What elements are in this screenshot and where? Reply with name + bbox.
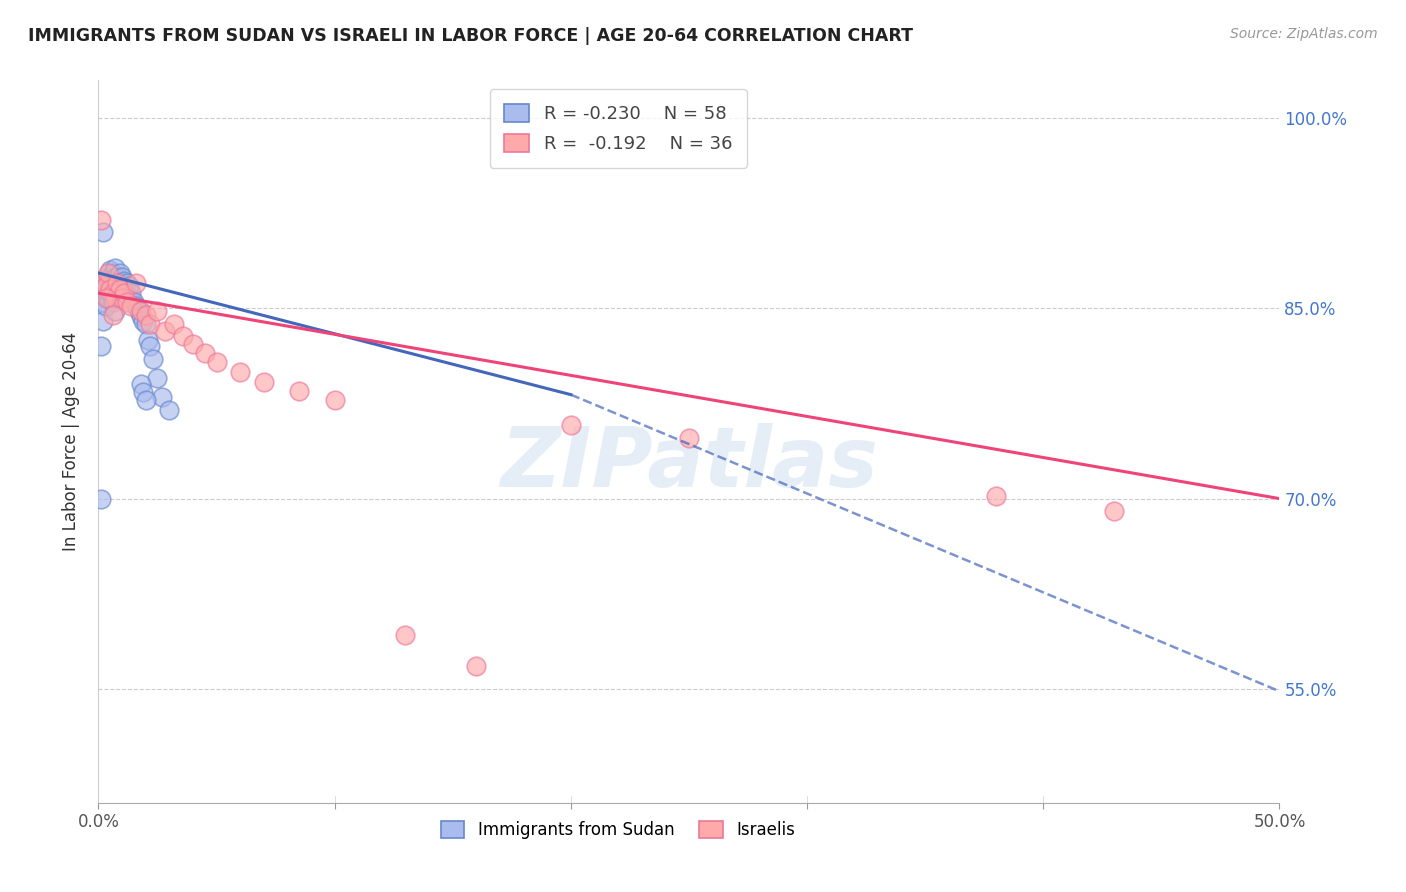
Point	[101, 308, 124, 322]
Point	[135, 392, 157, 407]
Point	[90, 491, 112, 506]
Legend: Immigrants from Sudan, Israelis: Immigrants from Sudan, Israelis	[427, 807, 808, 852]
Point	[132, 385, 155, 400]
Point	[97, 276, 120, 290]
Point	[94, 278, 117, 293]
Point	[157, 402, 180, 417]
Point	[139, 339, 162, 353]
Point	[560, 418, 582, 433]
Point	[129, 304, 152, 318]
Point	[111, 286, 134, 301]
Point	[128, 304, 150, 318]
Text: IMMIGRANTS FROM SUDAN VS ISRAELI IN LABOR FORCE | AGE 20-64 CORRELATION CHART: IMMIGRANTS FROM SUDAN VS ISRAELI IN LABO…	[28, 27, 912, 45]
Point	[105, 276, 128, 290]
Point	[125, 299, 148, 313]
Point	[122, 295, 145, 310]
Point	[121, 299, 143, 313]
Point	[91, 314, 114, 328]
Point	[94, 299, 117, 313]
Point	[323, 392, 346, 407]
Point	[129, 377, 152, 392]
Point	[181, 337, 204, 351]
Point	[163, 317, 186, 331]
Point	[104, 276, 127, 290]
Point	[108, 276, 131, 290]
Point	[97, 282, 120, 296]
Point	[112, 286, 135, 301]
Y-axis label: In Labor Force | Age 20-64: In Labor Force | Age 20-64	[62, 332, 80, 551]
Point	[104, 289, 127, 303]
Point	[121, 286, 143, 301]
Point	[984, 489, 1007, 503]
Point	[150, 390, 173, 404]
Point	[101, 291, 124, 305]
Point	[104, 291, 127, 305]
Point	[136, 333, 159, 347]
Point	[678, 431, 700, 445]
Point	[98, 278, 121, 293]
Point	[194, 346, 217, 360]
Point	[101, 266, 124, 280]
Point	[112, 274, 135, 288]
Point	[111, 276, 134, 290]
Text: Source: ZipAtlas.com: Source: ZipAtlas.com	[1230, 27, 1378, 41]
Point	[91, 226, 114, 240]
Point	[98, 286, 121, 301]
Point	[97, 269, 120, 284]
Point	[97, 266, 120, 280]
Point	[118, 278, 141, 293]
Point	[108, 282, 131, 296]
Point	[98, 282, 121, 296]
Point	[118, 291, 141, 305]
Point	[104, 304, 127, 318]
Point	[105, 286, 128, 301]
Point	[253, 375, 276, 389]
Point	[288, 384, 311, 398]
Point	[101, 295, 124, 310]
Point	[172, 329, 194, 343]
Point	[101, 278, 124, 293]
Point	[98, 274, 121, 288]
Point	[135, 308, 157, 322]
Point	[91, 295, 114, 310]
Point	[104, 269, 127, 284]
Point	[229, 365, 252, 379]
Point	[94, 286, 117, 301]
Point	[105, 276, 128, 290]
Point	[94, 274, 117, 288]
Point	[135, 317, 157, 331]
Point	[205, 354, 228, 368]
Point	[90, 339, 112, 353]
Point	[94, 278, 117, 293]
Point	[104, 260, 127, 275]
Point	[91, 274, 114, 288]
Point	[101, 286, 124, 301]
Point	[129, 309, 152, 323]
Point	[142, 352, 165, 367]
Point	[112, 282, 135, 296]
Point	[105, 269, 128, 284]
Point	[465, 659, 488, 673]
Point	[153, 324, 176, 338]
Point	[115, 276, 138, 290]
Point	[97, 291, 120, 305]
Point	[115, 286, 138, 301]
Point	[125, 276, 148, 290]
Point	[90, 212, 112, 227]
Point	[111, 291, 134, 305]
Point	[132, 314, 155, 328]
Point	[111, 269, 134, 284]
Point	[98, 263, 121, 277]
Point	[101, 274, 124, 288]
Point	[394, 628, 416, 642]
Point	[108, 266, 131, 280]
Point	[98, 291, 121, 305]
Point	[115, 295, 138, 310]
Point	[139, 317, 162, 331]
Text: ZIPatlas: ZIPatlas	[501, 423, 877, 504]
Point	[146, 371, 169, 385]
Point	[146, 304, 169, 318]
Point	[1102, 504, 1125, 518]
Point	[94, 291, 117, 305]
